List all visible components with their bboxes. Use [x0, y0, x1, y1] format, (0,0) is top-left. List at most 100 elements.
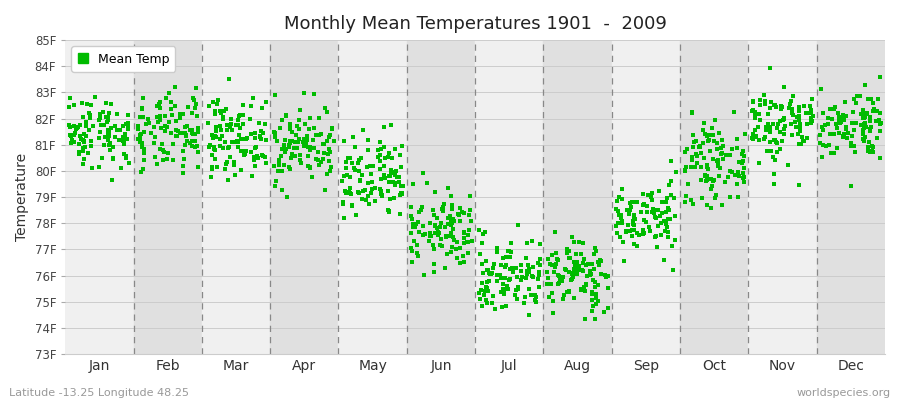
Point	[831, 125, 845, 131]
Point	[102, 127, 116, 133]
Point	[94, 122, 108, 129]
Point	[725, 146, 740, 152]
Point	[857, 124, 871, 131]
Point	[770, 140, 785, 146]
Point	[706, 178, 720, 184]
Point	[231, 144, 246, 150]
Point	[651, 207, 665, 214]
Point	[748, 112, 762, 119]
Point	[700, 202, 715, 208]
Point	[64, 140, 78, 146]
Point	[98, 134, 112, 140]
Point	[644, 209, 659, 215]
Point	[621, 221, 635, 228]
Point	[792, 113, 806, 119]
Point	[793, 124, 807, 130]
Point	[67, 132, 81, 138]
Point	[417, 170, 431, 176]
Point	[316, 156, 330, 162]
Point	[442, 233, 456, 240]
Point	[103, 147, 117, 154]
Point	[762, 124, 777, 130]
Point	[573, 267, 588, 274]
Point	[778, 126, 792, 132]
Point	[693, 144, 707, 150]
Point	[560, 288, 574, 295]
Point	[678, 166, 692, 173]
Point	[403, 245, 418, 252]
Point	[377, 172, 392, 179]
Point	[626, 199, 640, 206]
Point	[62, 94, 77, 101]
Point	[203, 142, 218, 149]
Point	[183, 126, 197, 133]
Point	[318, 104, 332, 111]
Point	[176, 110, 190, 117]
Point	[652, 223, 666, 229]
Point	[150, 119, 165, 125]
Point	[343, 190, 357, 196]
Point	[623, 228, 637, 234]
Point	[834, 118, 849, 124]
Point	[394, 182, 409, 189]
Point	[509, 274, 524, 280]
Point	[859, 124, 873, 131]
Point	[436, 204, 450, 210]
Point	[496, 286, 510, 292]
Point	[293, 160, 308, 166]
Point	[116, 122, 130, 129]
Point	[594, 271, 608, 277]
Point	[745, 107, 760, 114]
Point	[385, 169, 400, 175]
Point	[623, 200, 637, 206]
Point	[435, 206, 449, 213]
Point	[706, 177, 721, 183]
Point	[768, 102, 782, 108]
Point	[444, 193, 458, 199]
Point	[856, 131, 870, 138]
Point	[456, 210, 471, 216]
Point	[93, 114, 107, 121]
Point	[818, 122, 832, 128]
Point	[856, 111, 870, 117]
Point	[366, 163, 381, 170]
Point	[72, 151, 86, 157]
Point	[790, 130, 805, 137]
Point	[244, 149, 258, 155]
Point	[428, 230, 443, 236]
Point	[784, 98, 798, 104]
Point	[278, 137, 293, 143]
Point	[219, 106, 233, 112]
Point	[821, 115, 835, 121]
Point	[231, 117, 246, 124]
Point	[287, 144, 302, 151]
Point	[730, 145, 744, 152]
Point	[433, 242, 447, 248]
Point	[783, 101, 797, 107]
Point	[302, 114, 317, 121]
Point	[662, 216, 677, 223]
Point	[300, 137, 314, 143]
Point	[410, 242, 424, 248]
Point	[781, 162, 796, 168]
Point	[837, 113, 851, 119]
Point	[698, 120, 712, 127]
Point	[634, 209, 648, 216]
Point	[248, 130, 263, 136]
Point	[560, 249, 574, 256]
Point	[269, 138, 284, 144]
Point	[650, 244, 664, 250]
Point	[626, 213, 641, 220]
Point	[730, 172, 744, 178]
Point	[438, 264, 453, 271]
Point	[503, 254, 517, 260]
Point	[869, 135, 884, 141]
Point	[684, 197, 698, 203]
Point	[714, 145, 728, 152]
Point	[498, 264, 512, 271]
Point	[250, 153, 265, 160]
Point	[858, 120, 872, 126]
Point	[478, 229, 492, 236]
Point	[649, 233, 663, 239]
Point	[302, 144, 317, 150]
